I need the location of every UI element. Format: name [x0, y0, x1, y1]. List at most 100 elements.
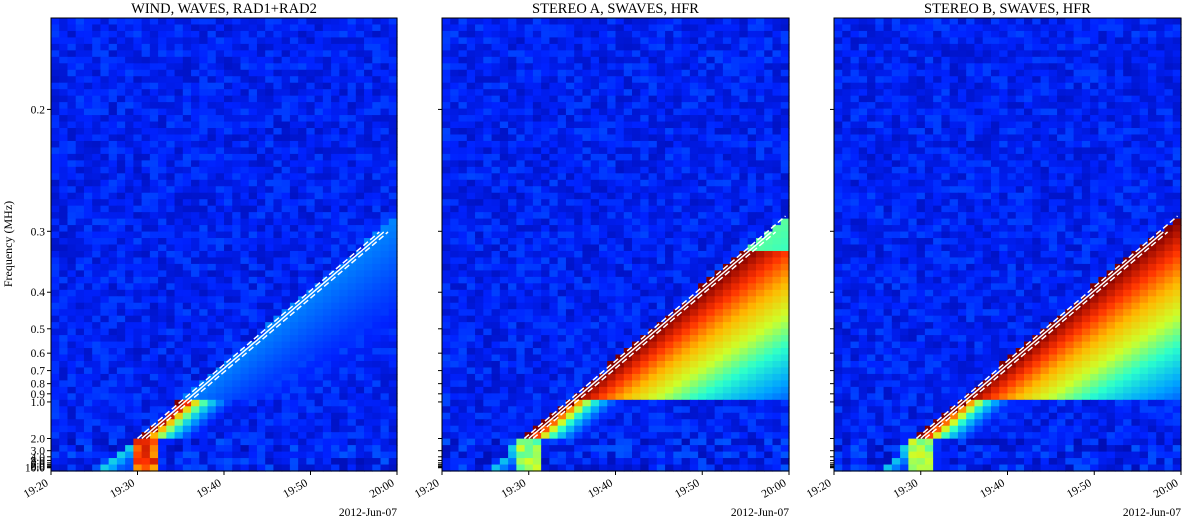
- heatmap-cell: [739, 18, 749, 26]
- heatmap-cell: [289, 121, 299, 129]
- heatmap-cell: [574, 63, 584, 71]
- heatmap-cell: [731, 283, 741, 291]
- heatmap-cell: [607, 199, 617, 207]
- heatmap-cell: [141, 82, 151, 90]
- heatmap-cell: [265, 179, 275, 187]
- heatmap-cell: [557, 134, 567, 142]
- heatmap-cell: [722, 315, 732, 323]
- heatmap-cell: [100, 412, 110, 420]
- heatmap-cell: [714, 140, 724, 149]
- heatmap-cell: [273, 348, 283, 356]
- heatmap-cell: [207, 386, 217, 394]
- heatmap-cell: [557, 231, 567, 239]
- heatmap-cell: [380, 393, 390, 401]
- heatmap-cell: [240, 263, 250, 271]
- heatmap-cell: [158, 283, 167, 291]
- heatmap-cell: [574, 160, 584, 168]
- heatmap-cell: [116, 82, 126, 90]
- heatmap-cell: [83, 399, 93, 407]
- heatmap-cell: [322, 445, 332, 453]
- y-tick-label: 9.0: [31, 462, 46, 474]
- heatmap-cell: [141, 134, 151, 142]
- heatmap-cell: [59, 270, 69, 278]
- heatmap-cell: [133, 289, 143, 297]
- heatmap-cell: [298, 160, 307, 168]
- heatmap-cell: [706, 231, 716, 239]
- heatmap-cell: [199, 302, 209, 310]
- heatmap-cell: [780, 296, 790, 304]
- heatmap-cell: [149, 296, 159, 304]
- heatmap-cell: [372, 283, 382, 291]
- heatmap-cell: [133, 108, 143, 116]
- heatmap-cell: [355, 328, 365, 336]
- heatmap-cell: [166, 153, 176, 161]
- heatmap-cell: [475, 115, 484, 123]
- heatmap-cell: [191, 212, 200, 220]
- heatmap-cell: [273, 140, 283, 149]
- heatmap-cell: [722, 95, 732, 103]
- heatmap-cell: [232, 432, 242, 440]
- heatmap-cell: [731, 95, 741, 103]
- heatmap-cell: [516, 108, 526, 116]
- heatmap-cell: [158, 445, 167, 453]
- heatmap-cell: [541, 238, 550, 246]
- heatmap-cell: [549, 166, 559, 174]
- heatmap-cell: [191, 373, 200, 381]
- heatmap-cell: [582, 160, 592, 168]
- heatmap-cell: [582, 82, 592, 90]
- heatmap-cell: [149, 147, 159, 155]
- heatmap-cell: [388, 166, 398, 174]
- heatmap-cell: [133, 147, 143, 155]
- heatmap-cell: [232, 225, 242, 233]
- heatmap-cell: [141, 406, 151, 414]
- heatmap-cell: [281, 179, 291, 187]
- heatmap-cell: [764, 263, 774, 271]
- heatmap-cell: [67, 50, 77, 58]
- heatmap-cell: [331, 341, 340, 349]
- heatmap-cell: [442, 50, 451, 58]
- heatmap-cell: [499, 192, 509, 200]
- heatmap-cell: [215, 205, 225, 213]
- heatmap-cell: [174, 76, 184, 84]
- heatmap-cell: [355, 225, 365, 233]
- heatmap-cell: [372, 63, 382, 71]
- heatmap-cell: [248, 380, 258, 388]
- heatmap-cell: [532, 315, 542, 323]
- heatmap-cell: [607, 231, 617, 239]
- heatmap-cell: [182, 263, 192, 271]
- heatmap-cell: [516, 322, 526, 330]
- heatmap-cell: [532, 24, 542, 32]
- heatmap-cell: [322, 43, 332, 51]
- heatmap-cell: [166, 192, 176, 200]
- heatmap-cell: [607, 24, 617, 32]
- heatmap-cell: [207, 225, 217, 233]
- heatmap-cell: [273, 89, 283, 97]
- heatmap-cell: [508, 160, 517, 168]
- heatmap-cell: [557, 108, 567, 116]
- heatmap-cell: [59, 192, 69, 200]
- heatmap-cell: [191, 166, 200, 174]
- heatmap-cell: [722, 30, 732, 39]
- heatmap-cell: [240, 360, 250, 369]
- heatmap-cell: [689, 160, 699, 168]
- heatmap-cell: [722, 231, 732, 239]
- heatmap-cell: [549, 140, 559, 149]
- heatmap-cell: [516, 186, 526, 194]
- heatmap-cell: [665, 225, 674, 233]
- heatmap-cell: [549, 160, 559, 168]
- heatmap-cell: [67, 432, 77, 440]
- heatmap-cell: [355, 425, 365, 433]
- heatmap-cell: [607, 82, 617, 90]
- heatmap-cell: [483, 263, 493, 271]
- heatmap-cell: [483, 56, 493, 64]
- heatmap-cell: [532, 296, 542, 304]
- heatmap-cell: [199, 50, 209, 58]
- heatmap-cell: [640, 199, 650, 207]
- heatmap-cell: [232, 380, 242, 388]
- heatmap-cell: [364, 69, 373, 77]
- heatmap-cell: [755, 309, 765, 317]
- heatmap-cell: [248, 341, 258, 349]
- heatmap-cell: [67, 173, 77, 181]
- heatmap-cell: [207, 257, 217, 265]
- heatmap-cell: [224, 438, 233, 446]
